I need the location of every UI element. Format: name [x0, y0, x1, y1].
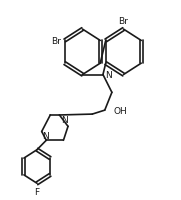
- Text: Br: Br: [51, 37, 61, 46]
- Text: N: N: [42, 132, 49, 141]
- Text: Br: Br: [119, 17, 128, 26]
- Text: OH: OH: [114, 106, 127, 115]
- Text: N: N: [61, 116, 68, 125]
- Text: F: F: [34, 187, 40, 196]
- Text: N: N: [105, 71, 111, 80]
